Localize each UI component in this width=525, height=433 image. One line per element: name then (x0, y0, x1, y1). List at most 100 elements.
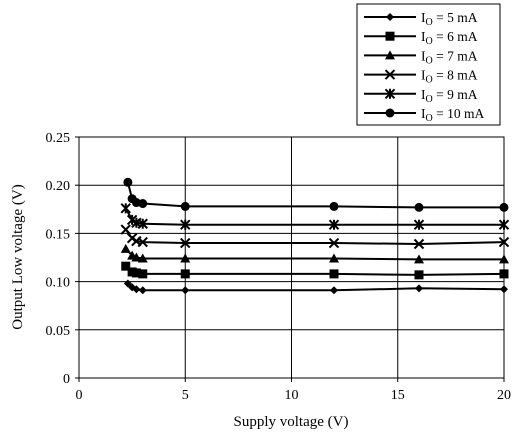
legend-label-subscript: O (426, 36, 433, 47)
data-point-marker (498, 219, 510, 230)
legend-label-subscript: O (426, 75, 433, 86)
legend-entry-3: IO = 7 mA (364, 48, 478, 66)
series-6 (123, 177, 509, 212)
data-point-marker (138, 199, 148, 209)
data-point-marker (131, 252, 142, 262)
legend-label-rest: = 6 mA (433, 29, 478, 44)
data-point-marker (180, 269, 190, 279)
legend-label-rest: = 9 mA (433, 87, 478, 102)
legend-marker (385, 50, 395, 60)
data-point-marker (120, 224, 131, 235)
x-tick-label: 0 (76, 388, 83, 403)
data-point-marker (330, 286, 338, 295)
data-point-marker (413, 219, 425, 230)
legend-marker (386, 13, 394, 21)
data-point-marker (500, 285, 508, 294)
data-point-marker (498, 236, 510, 248)
data-point-marker (415, 284, 423, 293)
data-point-marker (120, 203, 131, 214)
data-point-marker (180, 253, 191, 263)
legend-label: IO = 5 mA (421, 10, 478, 28)
legend-label: IO = 7 mA (421, 48, 478, 66)
legend-label-main: I (421, 106, 426, 121)
data-point-marker (328, 237, 340, 249)
y-axis-ticks: 0 0.05 0.10 0.15 0.20 0.25 (46, 131, 79, 387)
series-5 (120, 203, 510, 230)
legend-label-main: I (421, 29, 426, 44)
legend-label-subscript: O (426, 17, 433, 28)
legend-label: IO = 9 mA (421, 87, 478, 105)
data-point-marker (138, 286, 147, 295)
legend-label-rest: = 10 mA (433, 106, 485, 121)
y-tick-label: 0.20 (46, 179, 71, 194)
series-group (120, 177, 510, 295)
y-tick-label: 0 (63, 372, 70, 387)
data-point-marker (121, 261, 131, 271)
legend-label-main: I (421, 48, 426, 63)
legend-label-subscript: O (426, 55, 433, 66)
data-point-marker (329, 253, 339, 263)
data-point-marker (499, 254, 509, 264)
data-point-marker (180, 201, 190, 211)
data-point-marker (499, 269, 509, 279)
data-point-marker (180, 219, 191, 230)
data-point-marker (180, 237, 191, 249)
legend-label-subscript: O (426, 94, 433, 105)
legend-label: IO = 10 mA (421, 106, 484, 124)
legend-label-subscript: O (426, 113, 433, 124)
y-axis-title: Output Low voltage (V) (10, 184, 26, 329)
data-point-marker (138, 269, 148, 279)
data-point-marker (131, 268, 141, 278)
legend-marker (384, 88, 396, 100)
data-point-marker (499, 202, 509, 212)
y-tick-label: 0.15 (46, 227, 71, 242)
data-point-marker (414, 270, 424, 280)
legend-label-main: I (421, 87, 426, 102)
x-tick-label: 20 (497, 388, 511, 403)
legend-label-rest: = 8 mA (433, 68, 478, 83)
data-point-marker (329, 201, 339, 211)
y-tick-label: 0.25 (46, 131, 71, 146)
data-point-marker (328, 219, 340, 230)
series-2 (121, 261, 509, 280)
legend-label-rest: = 7 mA (433, 48, 478, 63)
legend-frame (356, 3, 501, 126)
data-point-marker (137, 218, 148, 229)
x-axis-title: Supply voltage (V) (234, 414, 349, 430)
series-line (125, 248, 504, 261)
legend-label-main: I (421, 68, 426, 83)
series-3 (120, 243, 509, 264)
legend-entry-6: IO = 10 mA (364, 106, 484, 124)
data-point-marker (132, 285, 141, 294)
legend-label-main: I (421, 10, 426, 25)
legend-marker (385, 31, 395, 41)
series-4 (120, 224, 510, 250)
data-point-marker (413, 238, 425, 250)
x-tick-label: 15 (391, 388, 405, 403)
data-point-marker (414, 202, 424, 212)
legend-entry-2: IO = 6 mA (364, 29, 478, 47)
legend-entry-5: IO = 9 mA (364, 87, 478, 105)
x-tick-label: 10 (285, 388, 299, 403)
legend-marker (385, 108, 395, 118)
legend-entry-1: IO = 5 mA (364, 10, 478, 28)
series-1 (123, 279, 508, 295)
legend-label: IO = 8 mA (421, 68, 478, 86)
data-point-marker (123, 177, 133, 187)
data-point-marker (123, 279, 132, 288)
data-point-marker (329, 269, 339, 279)
data-point-marker (414, 254, 424, 264)
data-point-marker (137, 236, 148, 248)
y-tick-label: 0.05 (46, 324, 71, 339)
x-tick-label: 5 (182, 388, 189, 403)
x-axis-ticks: 0 5 10 15 20 (76, 378, 511, 403)
legend-label: IO = 6 mA (421, 29, 478, 47)
data-point-marker (120, 243, 131, 253)
y-tick-label: 0.10 (46, 276, 71, 291)
data-point-marker (137, 253, 148, 263)
legend-entry-4: IO = 8 mA (364, 68, 478, 86)
series-line (124, 228, 505, 246)
legend-marker (384, 69, 396, 80)
